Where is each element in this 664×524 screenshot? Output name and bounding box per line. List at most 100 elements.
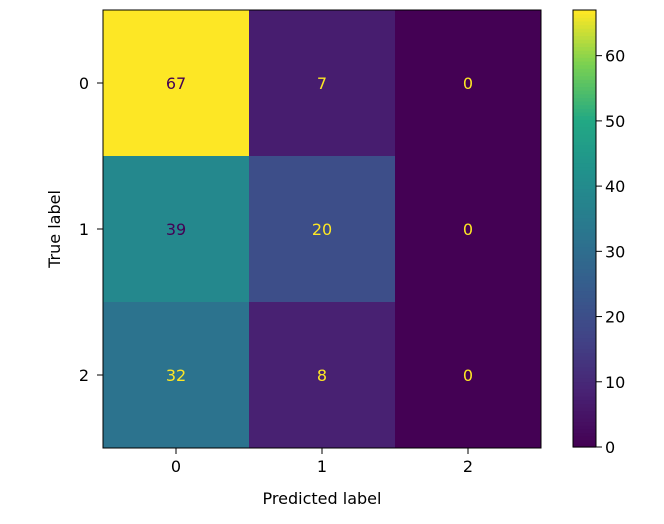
colorbar-segment xyxy=(573,436,596,441)
colorbar-segment xyxy=(573,330,596,335)
colorbar-segment xyxy=(573,348,596,353)
heatmap-cell-1-0 xyxy=(103,156,249,302)
colorbar-segment xyxy=(573,111,596,117)
colorbar-segment xyxy=(573,323,596,328)
colorbar-segment xyxy=(573,264,596,270)
colorbar-segment xyxy=(573,232,596,237)
colorbar-segment xyxy=(573,246,596,251)
cell-value-label: 0 xyxy=(463,366,473,385)
colorbar-segment xyxy=(573,97,596,102)
x-axis-ticks: 0 1 2 xyxy=(171,448,473,476)
colorbar-segment xyxy=(573,159,596,164)
colorbar-segment xyxy=(573,359,596,364)
colorbar-segment xyxy=(573,177,596,182)
colorbar-segment xyxy=(573,148,596,153)
colorbar-segment xyxy=(573,206,596,211)
colorbar-segment xyxy=(573,24,596,29)
colorbar-segment xyxy=(573,170,596,175)
colorbar-segment xyxy=(573,122,596,128)
colorbar-segment xyxy=(573,93,596,98)
colorbar-segment xyxy=(573,13,596,18)
colorbar-segment xyxy=(573,181,596,186)
y-axis-ticks: 0 1 2 xyxy=(79,74,103,385)
x-tick-label: 1 xyxy=(317,457,327,476)
colorbar-segment xyxy=(573,290,596,295)
colorbar-segment xyxy=(573,119,596,124)
colorbar-segment xyxy=(573,374,596,379)
colorbar-segment xyxy=(573,17,596,22)
heatmap-cell-2-0 xyxy=(103,302,249,448)
colorbar-segment xyxy=(573,133,596,139)
colorbar-segment xyxy=(573,57,596,62)
colorbar-segment xyxy=(573,439,596,444)
colorbar-segment xyxy=(573,20,596,26)
colorbar-segment xyxy=(573,152,596,157)
colorbar-tick-label: 60 xyxy=(605,47,625,66)
colorbar-segment xyxy=(573,28,596,33)
colorbar-segment xyxy=(573,410,596,415)
colorbar-segment xyxy=(573,195,596,200)
colorbar-segment xyxy=(573,50,596,55)
colorbar-segment xyxy=(573,286,596,292)
colorbar-segment xyxy=(573,46,596,51)
colorbar-segment xyxy=(573,68,596,73)
colorbar-segment xyxy=(573,279,596,284)
colorbar-segment xyxy=(573,428,596,434)
colorbar-segment xyxy=(573,126,596,131)
colorbar-segment xyxy=(573,101,596,106)
y-axis-label: True label xyxy=(45,190,64,269)
colorbar-segment xyxy=(573,235,596,241)
x-axis-label: Predicted label xyxy=(263,489,382,508)
heatmap-cell-labels: 67 7 0 39 20 0 32 8 0 xyxy=(166,74,473,385)
colorbar-segment xyxy=(573,10,596,15)
colorbar-segment xyxy=(573,319,596,324)
colorbar-segment xyxy=(573,184,596,190)
colorbar-segment xyxy=(573,250,596,255)
colorbar-segment xyxy=(573,334,596,339)
colorbar-segment xyxy=(573,217,596,222)
cell-value-label: 8 xyxy=(317,366,327,385)
cell-value-label: 0 xyxy=(463,220,473,239)
colorbar-segment xyxy=(573,388,596,393)
colorbar-segment xyxy=(573,297,596,302)
colorbar-segment xyxy=(573,79,596,84)
cell-value-label: 0 xyxy=(463,74,473,93)
colorbar-segment xyxy=(573,392,596,397)
colorbar-segment xyxy=(573,224,596,230)
colorbar-ticks: 0 10 20 30 40 50 60 xyxy=(596,47,625,457)
y-tick-label: 1 xyxy=(79,220,89,239)
heatmap-cells xyxy=(103,10,541,448)
heatmap-cell-0-1 xyxy=(249,10,395,156)
y-tick-label: 0 xyxy=(79,74,89,93)
colorbar-segment xyxy=(573,221,596,226)
colorbar-segment xyxy=(573,421,596,426)
colorbar-segment xyxy=(573,301,596,306)
colorbar-segment xyxy=(573,108,596,113)
heatmap-cell-2-2 xyxy=(395,302,541,448)
cell-value-label: 67 xyxy=(166,74,186,93)
colorbar-segment xyxy=(573,355,596,361)
colorbar-segment xyxy=(573,166,596,171)
colorbar-segment xyxy=(573,39,596,44)
colorbar-segment xyxy=(573,71,596,77)
colorbar-segment xyxy=(573,243,596,248)
colorbar-segment xyxy=(573,294,596,299)
colorbar-segment xyxy=(573,268,596,273)
colorbar-tick-label: 0 xyxy=(605,438,615,457)
cell-value-label: 20 xyxy=(312,220,332,239)
colorbar-segment xyxy=(573,64,596,69)
colorbar-segment xyxy=(573,432,596,437)
heatmap-cell-0-0 xyxy=(103,10,249,156)
colorbar-segment xyxy=(573,141,596,146)
colorbar-frame xyxy=(572,9,597,448)
heatmap-cell-1-1 xyxy=(249,156,395,302)
colorbar-segment xyxy=(573,312,596,317)
colorbar-tick-label: 10 xyxy=(605,373,625,392)
colorbar-segment xyxy=(573,337,596,342)
colorbar-segment xyxy=(573,203,596,208)
colorbar-segment xyxy=(573,86,596,91)
colorbar-segment xyxy=(573,366,596,372)
colorbar-segment xyxy=(573,315,596,321)
